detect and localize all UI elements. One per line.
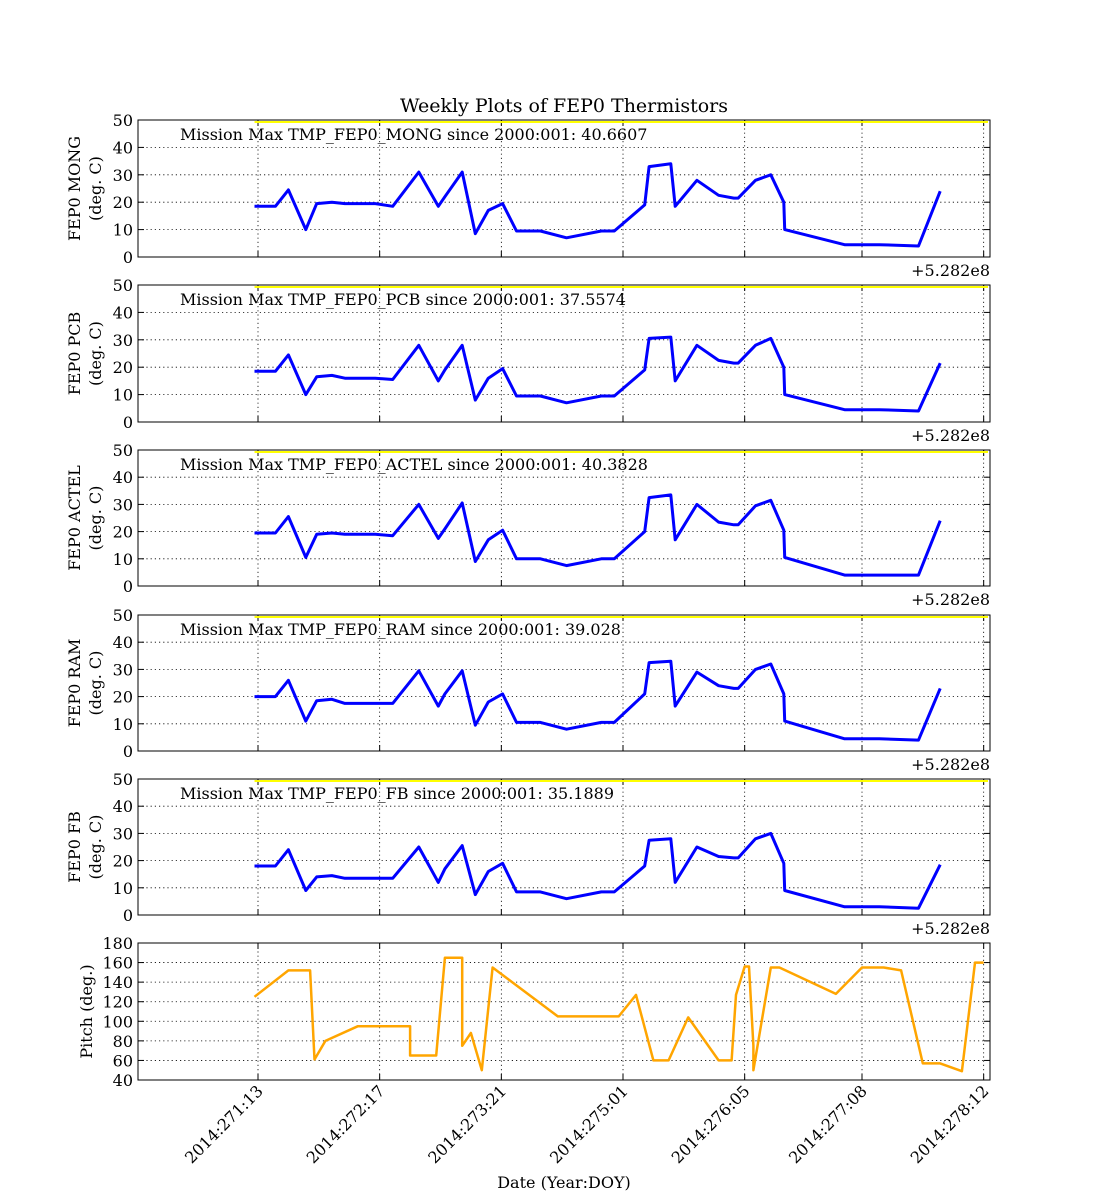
plot-frame bbox=[137, 284, 991, 423]
mission-max-annotation: Mission Max TMP_FEP0_PCB since 2000:001:… bbox=[180, 290, 626, 309]
y-axis-label: (deg. C) bbox=[86, 486, 105, 551]
plot-frame bbox=[137, 942, 991, 1081]
y-tick-label: 50 bbox=[113, 111, 133, 130]
y-tick-label: 0 bbox=[123, 742, 133, 761]
y-tick-label: 10 bbox=[113, 715, 133, 734]
panel-4: 0 10 20 30 40 50 FEP0 RAM (deg. C) Mission Max T… bbox=[65, 606, 991, 774]
y-tick-label: 140 bbox=[102, 973, 133, 992]
y-axis-label: FEP0 ACTEL bbox=[65, 465, 84, 571]
y-tick-label: 50 bbox=[113, 276, 133, 295]
y-tick-label: 50 bbox=[113, 770, 133, 789]
y-tick-label: 40 bbox=[113, 633, 133, 652]
y-tick-label: 10 bbox=[113, 386, 133, 405]
plot-frame bbox=[137, 449, 991, 587]
temperature-series-line bbox=[254, 493, 942, 577]
panel-3: 0 10 20 30 40 50 FEP0 ACTEL (deg. C) Mission Max… bbox=[65, 441, 991, 609]
y-tick-label: 60 bbox=[113, 1051, 133, 1070]
y-tick-label: 160 bbox=[102, 954, 133, 973]
y-tick-label: 40 bbox=[113, 138, 133, 157]
y-tick-label: 0 bbox=[123, 577, 133, 596]
y-tick-label: 20 bbox=[113, 688, 133, 707]
y-tick-label: 30 bbox=[113, 166, 133, 185]
mission-max-annotation: Mission Max TMP_FEP0_ACTEL since 2000:00… bbox=[180, 455, 648, 474]
y-tick-label: 40 bbox=[113, 797, 133, 816]
x-tick-label: 2014:276:05 bbox=[668, 1081, 754, 1167]
y-axis-label: FEP0 PCB bbox=[65, 312, 84, 396]
y-tick-label: 10 bbox=[113, 221, 133, 240]
mission-max-annotation: Mission Max TMP_FEP0_MONG since 2000:001… bbox=[180, 125, 647, 144]
y-tick-label: 50 bbox=[113, 606, 133, 625]
y-tick-label: 0 bbox=[123, 906, 133, 925]
y-tick-label: 40 bbox=[113, 1071, 133, 1090]
y-tick-label: 10 bbox=[113, 550, 133, 569]
x-tick-label: 2014:271:13 bbox=[181, 1081, 267, 1167]
temperature-series-line bbox=[254, 162, 942, 248]
x-tick-label: 2014:275:01 bbox=[546, 1081, 632, 1167]
plot-frame bbox=[137, 778, 991, 916]
y-tick-label: 20 bbox=[113, 193, 133, 212]
x-offset-label: +5.282e8 bbox=[911, 590, 990, 609]
y-axis-label: FEP0 RAM bbox=[65, 639, 84, 728]
y-tick-label: 20 bbox=[113, 523, 133, 542]
pitch-series-line bbox=[253, 956, 984, 1073]
plot-frame bbox=[137, 119, 991, 258]
panel-5: 0 10 20 30 40 50 FEP0 FB (deg. C) Mission Max TM… bbox=[65, 770, 991, 938]
mission-max-annotation: Mission Max TMP_FEP0_RAM since 2000:001:… bbox=[180, 620, 621, 639]
y-axis-label: (deg. C) bbox=[86, 321, 105, 386]
y-axis-label: FEP0 FB bbox=[65, 811, 84, 883]
temperature-series-line bbox=[254, 659, 942, 742]
x-tick-label: 2014:278:12 bbox=[907, 1081, 993, 1167]
y-tick-label: 30 bbox=[113, 824, 133, 843]
x-offset-label: +5.282e8 bbox=[911, 426, 990, 445]
y-tick-label: 50 bbox=[113, 441, 133, 460]
y-tick-label: 100 bbox=[102, 1012, 133, 1031]
temperature-series-line bbox=[254, 831, 942, 910]
mission-max-annotation: Mission Max TMP_FEP0_FB since 2000:001: … bbox=[180, 784, 614, 803]
temperature-series-line bbox=[254, 335, 942, 413]
y-axis-label: Pitch (deg.) bbox=[77, 964, 96, 1058]
y-axis-label: (deg. C) bbox=[86, 651, 105, 716]
figure-title: Weekly Plots of FEP0 Thermistors bbox=[400, 95, 728, 117]
plot-frame bbox=[137, 614, 991, 752]
x-axis-label: Date (Year:DOY) bbox=[497, 1173, 631, 1192]
panel-1: 0 10 20 30 40 50 FEP0 MONG (deg. C) Mission Max … bbox=[65, 111, 991, 280]
x-offset-label: +5.282e8 bbox=[911, 919, 990, 938]
y-tick-label: 0 bbox=[123, 413, 133, 432]
y-tick-label: 80 bbox=[113, 1032, 133, 1051]
y-tick-label: 30 bbox=[113, 660, 133, 679]
y-tick-label: 180 bbox=[102, 934, 133, 953]
y-axis-label: (deg. C) bbox=[86, 815, 105, 880]
x-offset-label: +5.282e8 bbox=[911, 755, 990, 774]
x-tick-label: 2014:273:21 bbox=[424, 1081, 510, 1167]
y-tick-label: 20 bbox=[113, 358, 133, 377]
x-tick-label: 2014:277:08 bbox=[785, 1081, 871, 1167]
x-tick-label: 2014:272:17 bbox=[303, 1081, 389, 1167]
panel-2: 0 10 20 30 40 50 FEP0 PCB (deg. C) Mission Max T… bbox=[65, 276, 991, 445]
y-tick-label: 30 bbox=[113, 331, 133, 350]
y-tick-label: 40 bbox=[113, 468, 133, 487]
y-axis-label: FEP0 MONG bbox=[65, 136, 84, 241]
y-tick-label: 30 bbox=[113, 495, 133, 514]
y-axis-label: (deg. C) bbox=[86, 156, 105, 221]
x-offset-label: +5.282e8 bbox=[911, 261, 990, 280]
y-tick-label: 20 bbox=[113, 852, 133, 871]
y-tick-label: 0 bbox=[123, 248, 133, 267]
y-tick-label: 40 bbox=[113, 303, 133, 322]
y-tick-label: 10 bbox=[113, 879, 133, 898]
y-tick-label: 120 bbox=[102, 993, 133, 1012]
